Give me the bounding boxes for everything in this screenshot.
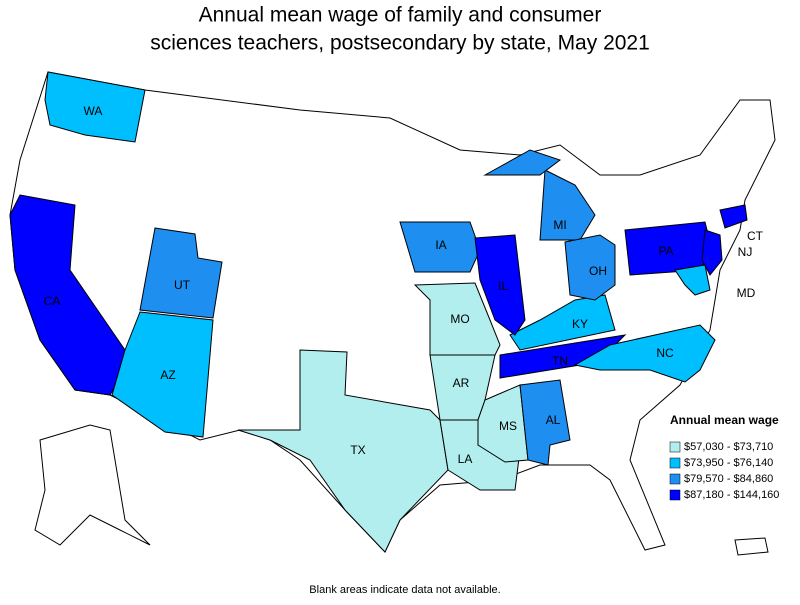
legend-label: $57,030 - $73,710 xyxy=(684,441,773,453)
state-label: CT xyxy=(747,229,764,243)
legend-swatch xyxy=(669,441,681,453)
legend-swatch xyxy=(669,489,681,501)
state xyxy=(564,234,616,301)
state-label: NC xyxy=(656,346,674,360)
state-label: KY xyxy=(572,317,588,331)
state xyxy=(719,204,748,229)
legend-label: $87,180 - $144,160 xyxy=(684,489,779,501)
state xyxy=(674,264,711,296)
state xyxy=(413,282,501,356)
footnote: Blank areas indicate data not available. xyxy=(309,584,500,596)
alaska xyxy=(34,424,151,546)
legend-swatch xyxy=(669,473,681,485)
state-label: UT xyxy=(174,278,191,292)
state-label: IA xyxy=(435,238,446,252)
state xyxy=(573,324,716,383)
legend-swatch xyxy=(669,457,681,469)
state xyxy=(539,169,596,241)
state xyxy=(519,379,571,466)
state-label: PA xyxy=(658,244,673,258)
legend-label: $73,950 - $76,140 xyxy=(684,457,773,469)
state xyxy=(237,349,449,553)
state xyxy=(44,71,146,143)
puerto-rico xyxy=(734,537,769,556)
state-label: MO xyxy=(450,312,469,326)
legend-label: $79,570 - $84,860 xyxy=(684,473,773,485)
state xyxy=(111,311,214,438)
state-label: IL xyxy=(498,279,508,293)
state-label: MD xyxy=(737,286,756,300)
state xyxy=(701,229,723,276)
state xyxy=(509,294,616,351)
state-label: MI xyxy=(553,218,566,232)
state-label: TN xyxy=(552,354,568,368)
state-label: WA xyxy=(84,104,103,118)
state-label: MS xyxy=(499,419,517,433)
state xyxy=(9,194,126,396)
title-line: Annual mean wage of family and consumer xyxy=(199,4,602,27)
state-label: CA xyxy=(44,294,61,308)
state-label: AR xyxy=(453,376,470,390)
state xyxy=(139,227,223,319)
state xyxy=(483,149,562,176)
state-label: TX xyxy=(350,443,365,457)
state-label: LA xyxy=(458,452,473,466)
state-label: AZ xyxy=(160,368,175,382)
state-label: OH xyxy=(589,264,607,278)
state xyxy=(399,221,481,273)
state xyxy=(474,234,526,336)
state-label: AL xyxy=(546,413,561,427)
title-line: sciences teachers, postsecondary by stat… xyxy=(150,32,650,55)
state-label: NJ xyxy=(738,245,753,259)
legend-title: Annual mean wage xyxy=(670,413,779,427)
